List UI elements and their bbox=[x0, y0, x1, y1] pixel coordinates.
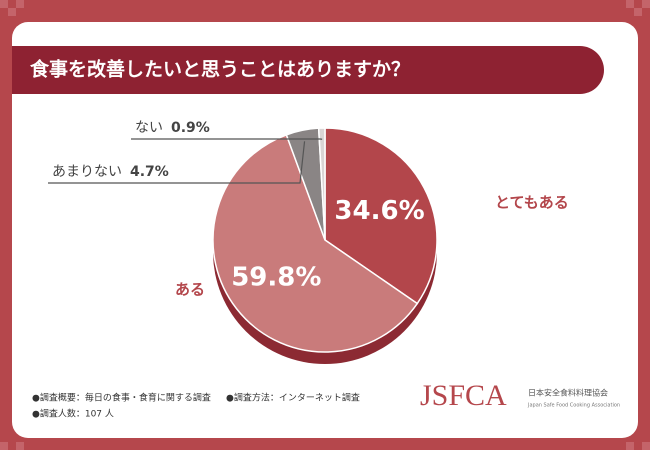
value-label: 59.8% bbox=[231, 262, 321, 292]
pie bbox=[212, 127, 438, 364]
note: ●調査概要：毎日の食事・食育に関する調査 bbox=[32, 392, 211, 404]
pie-slice bbox=[317, 127, 326, 241]
value-label: 34.6% bbox=[334, 196, 424, 226]
logo-name: JSFCA bbox=[420, 379, 507, 412]
title-banner bbox=[12, 46, 604, 94]
category-label: あまりない bbox=[52, 164, 122, 180]
logo-org: 日本安全食料料理協会 bbox=[528, 388, 608, 398]
chart-title: 食事を改善したいと思うことはありますか？ bbox=[30, 58, 410, 81]
leader-line bbox=[48, 141, 306, 184]
note: ●調査人数：107 人 bbox=[32, 408, 114, 420]
category-label: ない bbox=[135, 120, 163, 136]
note: ●調査方法：インターネット調査 bbox=[226, 392, 360, 404]
pie-slice bbox=[212, 133, 419, 353]
logo-org-en: Japan Safe Food Cooking Association bbox=[527, 403, 620, 409]
category-label: ある bbox=[175, 281, 205, 299]
value-label: 4.7% bbox=[130, 164, 169, 180]
pie-slice bbox=[324, 127, 438, 305]
category-label: とてもある bbox=[495, 194, 569, 212]
value-label: 0.9% bbox=[171, 120, 210, 136]
